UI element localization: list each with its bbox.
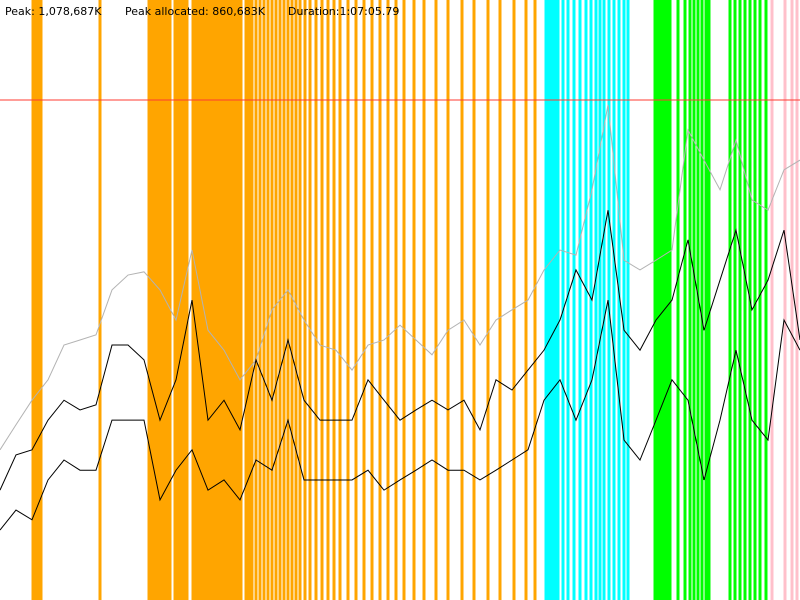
memory-line	[0, 104, 800, 451]
memory-line	[0, 299, 800, 531]
memory-lines	[0, 104, 800, 531]
memory-line	[0, 210, 800, 491]
duration-text: Duration:1:07:05.79	[288, 5, 399, 18]
event-bands	[31, 0, 799, 600]
peak-allocated-text: Peak allocated: 860,683K	[125, 5, 266, 18]
peak-text: Peak: 1,078,687K	[5, 5, 102, 18]
